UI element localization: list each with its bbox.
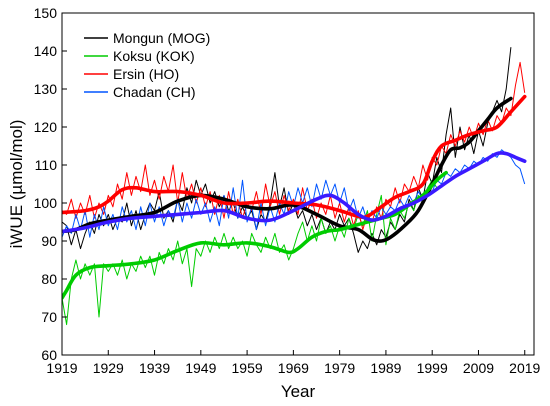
x-axis-title: Year [281, 382, 316, 401]
x-tick-label: 1939 [139, 360, 170, 376]
y-axis-title: iWUE (µmol/mol) [7, 120, 26, 249]
x-tick-label: 2009 [463, 360, 494, 376]
x-tick-label: 2019 [509, 360, 540, 376]
x-tick-label: 1999 [417, 360, 448, 376]
x-tick-label: 1929 [93, 360, 124, 376]
series-smooth-mongun-mog [62, 96, 513, 243]
y-tick-label: 150 [34, 5, 58, 21]
x-tick-label: 1949 [185, 360, 216, 376]
y-tick-label: 130 [34, 81, 58, 97]
y-tick-label: 80 [41, 271, 57, 287]
y-tick-label: 90 [41, 233, 57, 249]
x-tick-label: 1969 [278, 360, 309, 376]
series-smooth-koksu-kok [62, 170, 448, 300]
y-tick-label: 100 [34, 195, 58, 211]
legend: Mongun (MOG) Koksu (KOK) Ersin (HO) Chadan … [84, 30, 210, 100]
legend-label-chadan-ch: Chadan (CH) [113, 84, 195, 100]
y-axis: 60 70 80 90 100 110 120 130 140 150 [34, 5, 67, 363]
x-tick-label: 1979 [324, 360, 355, 376]
x-tick-label: 1989 [370, 360, 401, 376]
series-smooth-chadan-ch [62, 151, 527, 234]
x-tick-label: 1919 [46, 360, 77, 376]
y-tick-label: 120 [34, 119, 58, 135]
y-tick-label: 60 [41, 347, 57, 363]
x-tick-label: 1959 [232, 360, 263, 376]
y-tick-label: 110 [35, 157, 58, 173]
y-tick-label: 140 [34, 43, 58, 59]
plot-frame [61, 12, 535, 356]
legend-label-ersin-ho: Ersin (HO) [113, 66, 179, 82]
x-axis: 1919 1929 1939 1949 1959 1969 1979 1989 1999 2009… [46, 350, 541, 376]
legend-label-mongun-mog: Mongun (MOG) [113, 30, 210, 46]
series-smooth-ersin-ho [62, 94, 527, 220]
smooth-series-layer [62, 94, 527, 300]
legend-label-koksu-kok: Koksu (KOK) [113, 48, 195, 64]
y-tick-label: 70 [41, 309, 57, 325]
